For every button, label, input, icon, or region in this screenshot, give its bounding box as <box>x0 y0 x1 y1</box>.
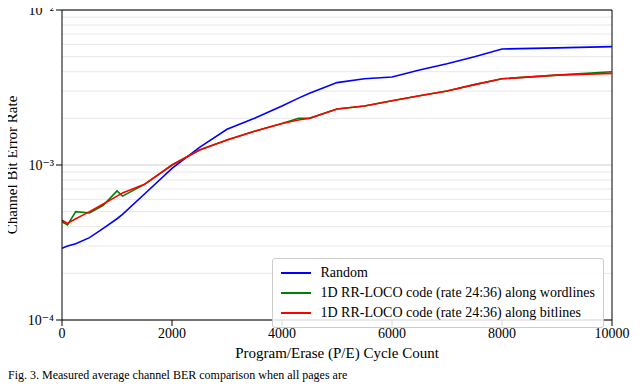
svg-text:8000: 8000 <box>488 326 516 341</box>
html-text:Random: Random <box>320 265 368 280</box>
svg-text:2000: 2000 <box>158 326 186 341</box>
svg-text:6000: 6000 <box>378 326 406 341</box>
svg-text:Channel Bit Error Rate: Channel Bit Error Rate <box>8 95 20 234</box>
svg-text:4000: 4000 <box>268 326 296 341</box>
svg-text:10⁻²: 10⁻² <box>28 8 54 18</box>
svg-text:0: 0 <box>59 326 66 341</box>
html-text:1D RR-LOCO code (rate 24:36) a: 1D RR-LOCO code (rate 24:36) along wordl… <box>320 285 595 300</box>
html-text:1D RR-LOCO code (rate 24:36) a: 1D RR-LOCO code (rate 24:36) along bitli… <box>320 305 581 320</box>
svg-text:Program/Erase (P/E) Cycle Coun: Program/Erase (P/E) Cycle Count <box>235 345 440 362</box>
svg-text:10⁻⁴: 10⁻⁴ <box>28 313 54 328</box>
svg-text:10000: 10000 <box>595 326 630 341</box>
html-text:Fig. 3. Measured average chann: Fig. 3. Measured average channel BER com… <box>8 368 348 382</box>
svg-text:10⁻³: 10⁻³ <box>28 158 54 173</box>
